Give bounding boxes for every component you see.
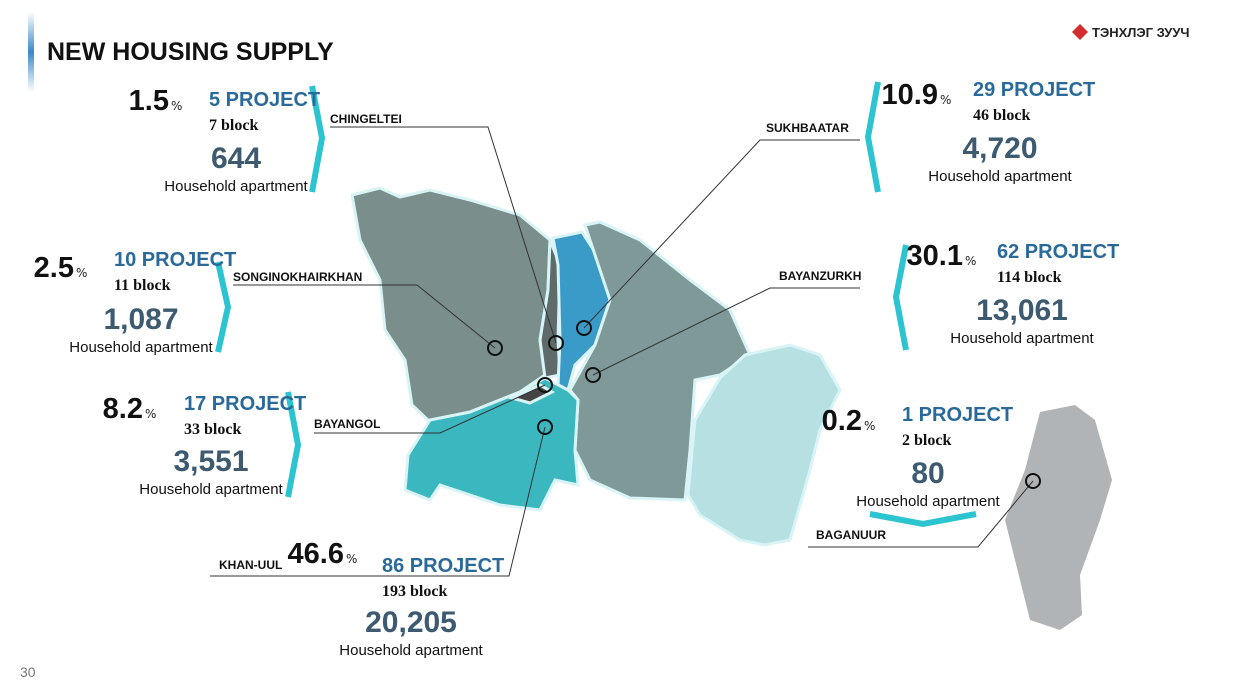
logo-icon (1072, 24, 1088, 40)
baganuur-east-area (686, 343, 842, 547)
percent: 8.2 (103, 393, 143, 425)
percent-unit: % (76, 266, 87, 280)
district-name: BAYANGOL (314, 417, 380, 431)
district-name: SONGINOKHAIRKHAN (233, 270, 362, 284)
households: 80 (911, 457, 944, 490)
blocks: 33 block (184, 421, 241, 438)
songinokhairkhan-area (350, 186, 552, 424)
leader-lines (210, 126, 1041, 577)
blocks: 193 block (382, 583, 447, 600)
bayangol-area (507, 383, 556, 405)
district-name: BAYANZURKH (779, 269, 861, 283)
projects: 1 PROJECT (902, 404, 1013, 426)
household-label: Household apartment (69, 339, 213, 356)
projects: 5 PROJECT (209, 89, 320, 111)
percent: 1.5 (129, 85, 169, 117)
district-name: CHINGELTEI (330, 112, 402, 126)
percent: 46.6 (288, 538, 344, 570)
household-label: Household apartment (950, 330, 1094, 347)
households: 644 (211, 142, 261, 175)
household-label: Household apartment (928, 168, 1072, 185)
projects: 10 PROJECT (114, 249, 236, 271)
projects: 86 PROJECT (382, 555, 504, 577)
households: 1,087 (103, 303, 178, 336)
percent-unit: % (965, 254, 976, 268)
percent: 2.5 (34, 252, 74, 284)
household-label: Household apartment (139, 481, 283, 498)
projects: 17 PROJECT (184, 393, 306, 415)
percent: 0.2 (822, 405, 862, 437)
blocks: 11 block (114, 277, 171, 294)
title-bar (28, 12, 34, 92)
district-name: KHAN-UUL (219, 558, 282, 572)
khan-uul-area (403, 376, 580, 512)
baganuur-area (1005, 405, 1112, 630)
households: 3,551 (173, 445, 248, 478)
percent: 10.9 (882, 79, 938, 111)
map (350, 186, 1112, 630)
percent-unit: % (171, 99, 182, 113)
percent-unit: % (940, 93, 951, 107)
blocks: 114 block (997, 269, 1062, 286)
household-label: Household apartment (856, 493, 1000, 510)
brackets (215, 81, 977, 528)
households: 20,205 (365, 606, 457, 639)
percent-unit: % (346, 552, 357, 566)
blocks: 2 block (902, 432, 951, 449)
households: 13,061 (976, 294, 1068, 327)
percent-unit: % (864, 419, 875, 433)
bayanzurkh-area (568, 220, 752, 502)
district-name: SUKHBAATAR (766, 121, 849, 135)
projects: 62 PROJECT (997, 241, 1119, 263)
logo: ТЭНХЛЭГ ЗУУЧ (1092, 25, 1190, 40)
household-label: Household apartment (164, 178, 308, 195)
household-label: Household apartment (339, 642, 483, 659)
projects: 29 PROJECT (973, 79, 1095, 101)
page-number: 30 (20, 664, 36, 680)
blocks: 7 block (209, 117, 258, 134)
households: 4,720 (962, 132, 1037, 165)
percent: 30.1 (907, 240, 963, 272)
district-name: BAGANUUR (816, 528, 886, 542)
blocks: 46 block (973, 107, 1030, 124)
percent-unit: % (145, 407, 156, 421)
title: NEW HOUSING SUPPLY (47, 38, 334, 66)
